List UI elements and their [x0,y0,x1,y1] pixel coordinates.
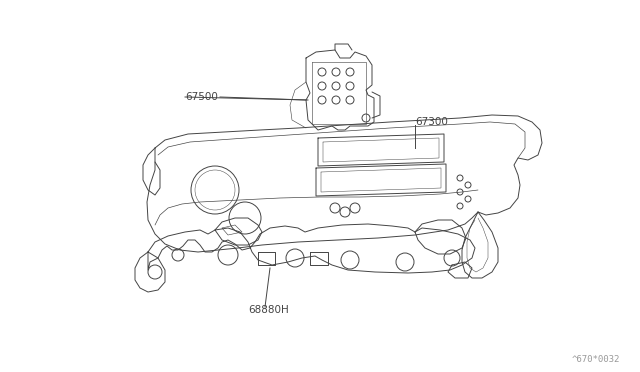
Text: ^670*0032: ^670*0032 [572,356,620,365]
Text: 68880H: 68880H [248,305,289,315]
Text: 67300: 67300 [415,117,448,127]
Text: 67500: 67500 [185,92,218,102]
